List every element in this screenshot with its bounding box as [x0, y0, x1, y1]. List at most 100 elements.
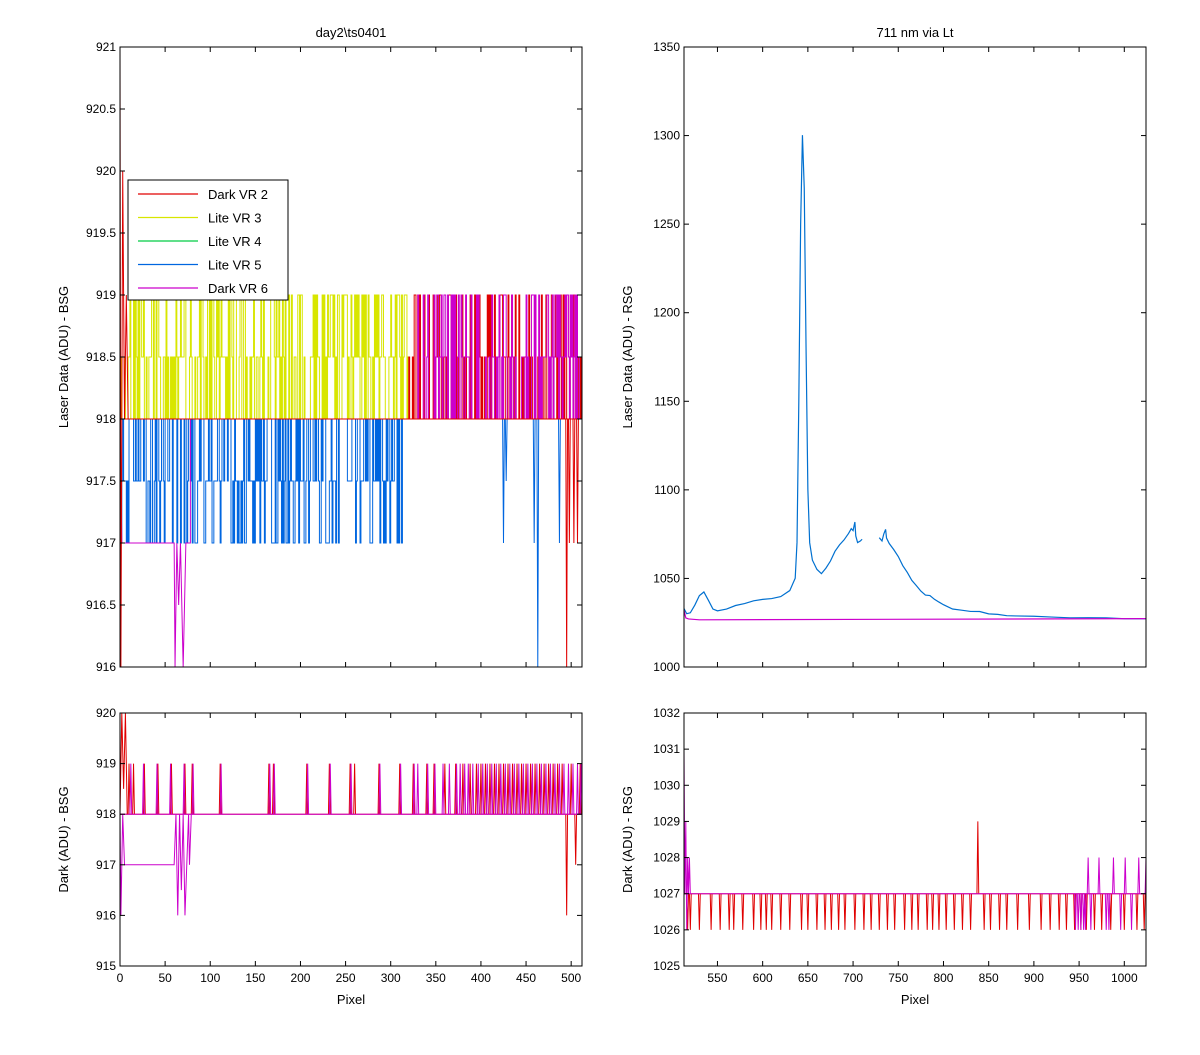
series-dark-vr-2-spike — [1093, 893, 1096, 930]
x-tick-label: 450 — [516, 971, 536, 985]
series-dark-vr-6-spike — [471, 763, 475, 815]
series-dark-vr-6 — [120, 813, 193, 916]
series-dark-vr-2-spike — [937, 893, 941, 930]
series-dark-vr-6-spike — [476, 763, 480, 815]
series-dark-vr-2-spike — [493, 763, 496, 815]
series-dark-vr-6-spike — [1084, 893, 1087, 930]
series-dark-vr-2-spike — [982, 893, 986, 930]
legend-label: Lite VR 3 — [208, 211, 261, 226]
series-dark-vr-6-spike — [416, 763, 420, 815]
y-tick-label: 920.5 — [86, 102, 116, 116]
legend-label: Dark VR 6 — [208, 281, 268, 296]
x-tick-label: 400 — [471, 971, 491, 985]
x-tick-label: 350 — [426, 971, 446, 985]
series-dark-vr-2-spike — [759, 893, 763, 930]
series-dark-vr-2-spike — [925, 893, 929, 930]
x-tick-label: 200 — [290, 971, 310, 985]
series-dark-vr-6-spike — [458, 763, 462, 815]
series-dark-vr-6-spike — [1130, 893, 1133, 930]
series-dark-vr-6 — [684, 610, 1146, 621]
series-dark-vr-6-spike — [129, 763, 133, 815]
series-lite-vr-5-spike — [504, 418, 508, 482]
series-dark-vr-2-spike — [488, 763, 492, 815]
plot-area — [120, 47, 582, 667]
series-lite-vr-5-spike — [502, 418, 505, 544]
series-lite-vr-5-spike — [558, 418, 561, 544]
y-tick-label: 1030 — [653, 778, 680, 792]
series-dark-vr-2-spike — [752, 893, 756, 930]
series-dark-vr-2-spike — [944, 893, 948, 930]
series-dark-vr-6-spike — [1137, 857, 1141, 894]
series-dark-vr-6-spike — [1097, 857, 1101, 894]
series-dark-vr-2-spike — [893, 893, 897, 930]
series-dark-vr-2-spike — [697, 893, 701, 930]
series-dark-vr-2-spike — [567, 418, 571, 544]
x-tick-label: 800 — [933, 971, 953, 985]
series-lite-vr-5 — [878, 529, 1146, 620]
series-lite-vr-3 — [120, 294, 409, 420]
series-dark-vr-6-spike — [508, 763, 512, 815]
series-dark-vr-6-spike — [447, 763, 451, 815]
y-tick-label: 1050 — [653, 571, 680, 585]
series-dark-vr-2-spike — [484, 763, 487, 815]
series-dark-vr-6-spike — [426, 763, 430, 815]
y-tick-label: 1026 — [653, 923, 680, 937]
series-dark-vr-2-spike — [952, 893, 956, 930]
chart-title: 711 nm via Lt — [876, 25, 953, 40]
series-dark-vr-6-spike — [549, 763, 552, 815]
y-axis-label: Laser Data (ADU) - RSG — [620, 285, 635, 428]
series-dark-vr-2-spike — [1122, 893, 1126, 930]
series-dark-vr-2-spike — [132, 763, 135, 815]
x-tick-label: 150 — [245, 971, 265, 985]
series-dark-vr-2 — [120, 713, 128, 815]
series-dark-vr-6-spike — [1079, 893, 1083, 930]
series-dark-vr-6-spike — [571, 763, 575, 815]
series-lite-vr-5 — [684, 135, 863, 615]
series-dark-vr-6-spike — [562, 763, 566, 815]
series-dark-vr-6-spike — [1112, 857, 1115, 894]
y-tick-label: 920 — [96, 164, 116, 178]
series-dark-vr-6-spike — [306, 763, 310, 815]
series-dark-vr-2-spike — [1135, 893, 1139, 930]
y-axis-label: Laser Data (ADU) - BSG — [56, 286, 71, 428]
series-dark-vr-6-spike — [503, 763, 507, 815]
series-dark-vr-6-spike — [433, 763, 437, 815]
y-tick-label: 915 — [96, 959, 116, 973]
x-tick-label: 500 — [561, 971, 581, 985]
series-dark-vr-6 — [417, 294, 582, 420]
y-tick-label: 1029 — [653, 814, 680, 828]
series-dark-vr-2-spike — [741, 893, 745, 930]
series-dark-vr-2-spike — [556, 763, 560, 815]
axes-box — [119, 712, 583, 967]
y-tick-label: 918 — [96, 412, 116, 426]
series-dark-vr-2-spike — [862, 893, 866, 930]
series-dark-vr-2-spike — [572, 418, 576, 544]
series-dark-vr-2-spike — [533, 763, 537, 815]
series-dark-vr-2-spike — [565, 418, 569, 667]
x-tick-label: 1000 — [1111, 971, 1138, 985]
series-dark-vr-6-spike — [463, 763, 467, 815]
series-dark-vr-6-spike — [1076, 893, 1080, 930]
series-dark-vr-2-spike — [869, 893, 873, 930]
series-dark-vr-6-spike — [481, 763, 485, 815]
x-tick-label: 100 — [200, 971, 220, 985]
x-tick-label: 300 — [381, 971, 401, 985]
series-dark-vr-6-spike — [526, 763, 530, 815]
series-dark-vr-2-spike — [468, 763, 472, 815]
y-axis-label: Dark (ADU) - BSG — [56, 786, 71, 892]
series-dark-vr-2-spike — [931, 893, 935, 930]
series-dark-vr-6-spike — [142, 763, 145, 815]
x-tick-label: 550 — [707, 971, 727, 985]
series-dark-vr-2-spike — [515, 763, 519, 815]
y-axis-label: Dark (ADU) - RSG — [620, 786, 635, 893]
series-lite-vr-5-spike — [532, 418, 536, 544]
series-dark-vr-2-spike — [886, 893, 889, 930]
series-dark-vr-6-spike — [535, 763, 539, 815]
series-dark-vr-6-spike — [268, 763, 272, 815]
legend: Dark VR 2 Lite VR 3 Lite VR 4 Lite VR 5 Dark… — [127, 179, 289, 301]
series-dark-vr-2-spike — [479, 763, 483, 815]
series-dark-vr-2-spike — [502, 763, 505, 815]
legend-label: Dark VR 2 — [208, 187, 268, 202]
y-tick-label: 1100 — [654, 483, 680, 497]
panel-top-left: 916 916.5 917 917.5 918 918.5 919 919.5 920 920.5… — [56, 25, 583, 674]
